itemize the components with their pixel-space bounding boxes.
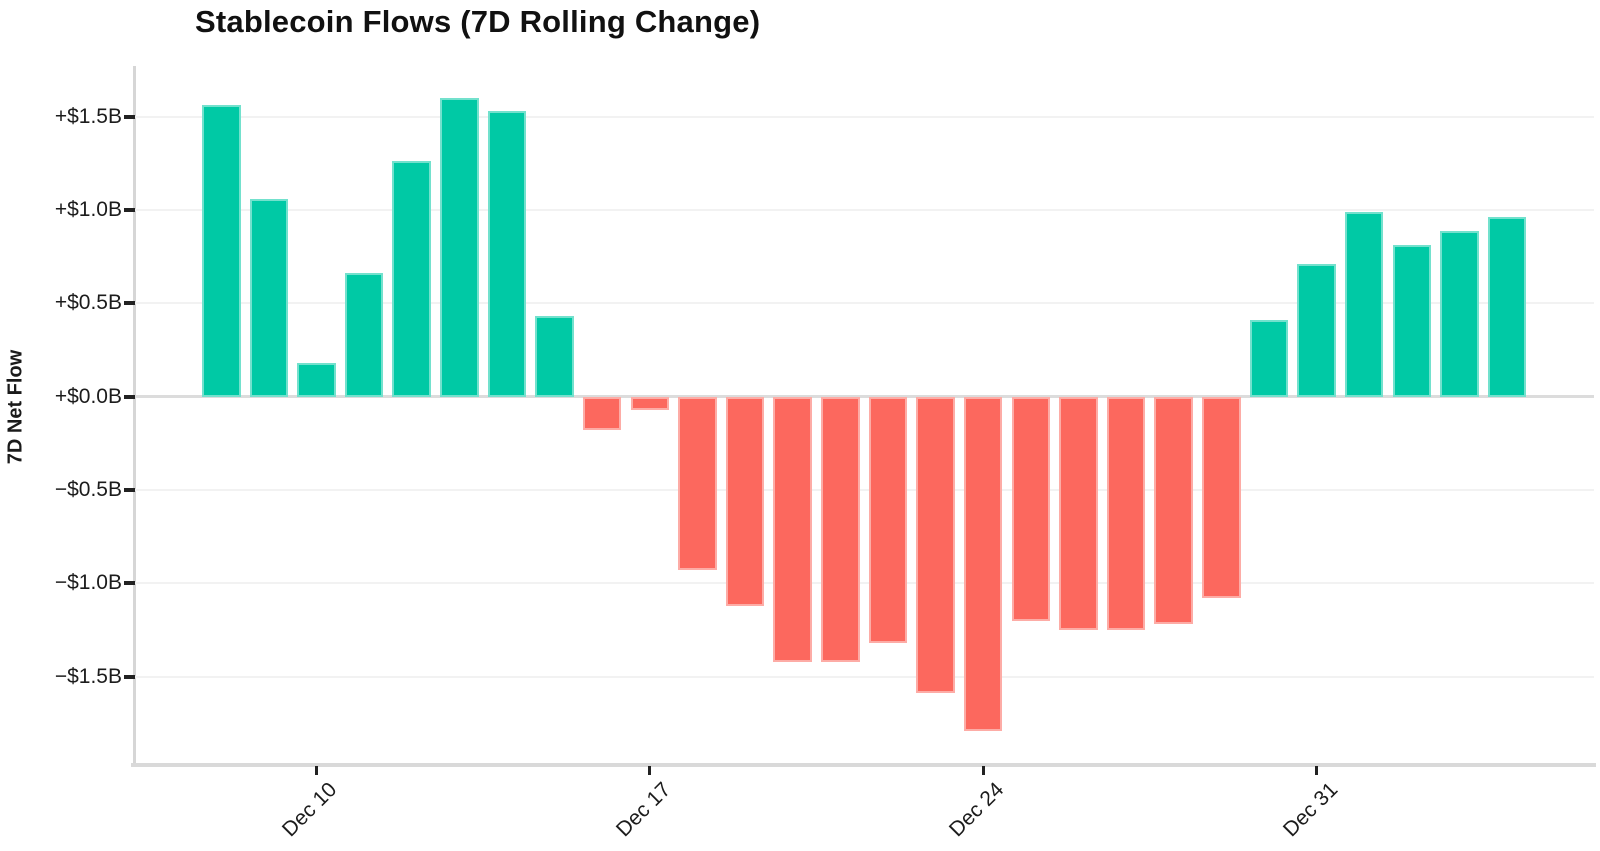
bar-dec-17[interactable] [630,396,670,410]
x-tick-label: Dec 31 [1278,778,1342,842]
y-tick-label: −$0.5B [54,478,122,502]
bar-dec-11[interactable] [344,273,384,397]
x-tick-mark [314,766,318,775]
bar-dec-14[interactable] [487,111,527,397]
bar-jan-3[interactable] [1440,230,1479,397]
bar-dec-26[interactable] [1059,396,1098,631]
x-tick-mark [648,766,652,775]
gridline [135,302,1594,305]
bar-dec-21[interactable] [821,396,860,662]
gridline [135,209,1594,212]
zero-gridline [135,395,1594,399]
x-tick-label: Dec 17 [611,778,676,842]
bar-dec-29[interactable] [1202,396,1241,599]
y-axis-title: 7D Net Flow [4,349,27,465]
plot-area: Dec 10 Dec 17 Dec 24 Dec 31 [131,66,1596,841]
chart-title: Stablecoin Flows (7D Rolling Change) [195,4,761,39]
bar-dec-27[interactable] [1106,396,1146,631]
gridline [135,489,1594,492]
y-tick-mark [124,488,135,493]
bar-dec-23[interactable] [916,396,955,694]
bar-dec-10[interactable] [297,363,336,397]
y-tick-label: +$1.5B [54,104,122,128]
x-tick-mark [981,766,985,775]
bar-jan-1[interactable] [1344,211,1384,397]
gridline [135,115,1594,118]
bar-dec-8[interactable] [202,105,241,397]
bar-dec-13[interactable] [440,98,479,397]
bar-dec-25[interactable] [1011,396,1051,621]
x-axis-line [131,763,1596,767]
bar-dec-12[interactable] [392,161,431,397]
bar-dec-20[interactable] [773,396,812,662]
gridline [135,675,1594,678]
x-tick-label: Dec 10 [278,778,342,842]
y-tick-mark [124,301,135,306]
x-tick-label: Dec 24 [945,778,1009,842]
y-tick-mark [124,114,135,119]
y-tick-label: +$0.5B [54,291,122,315]
bar-dec-22[interactable] [868,396,908,644]
y-tick-mark [124,674,135,679]
bar-jan-4[interactable] [1487,217,1527,397]
y-tick-label: +$1.0B [54,198,122,222]
bar-dec-16[interactable] [582,396,622,431]
y-axis-spine [133,66,136,765]
bar-dec-19[interactable] [725,396,765,606]
bar-dec-9[interactable] [249,198,289,397]
bar-dec-31[interactable] [1297,264,1336,397]
y-tick-mark [124,394,135,399]
y-tick-label: −$1.5B [54,664,122,688]
x-tick-mark [1315,766,1318,775]
bar-dec-15[interactable] [535,316,574,397]
bar-dec-18[interactable] [678,396,717,571]
y-tick-label: −$1.0B [54,571,122,595]
bar-dec-28[interactable] [1154,396,1193,625]
y-tick-mark [124,581,135,586]
gridline [135,582,1594,585]
y-tick-mark [124,208,135,213]
y-tick-label: +$0.0B [54,384,122,408]
bar-dec-30[interactable] [1249,320,1289,397]
bar-dec-24[interactable] [963,396,1003,731]
bar-jan-2[interactable] [1392,245,1431,397]
